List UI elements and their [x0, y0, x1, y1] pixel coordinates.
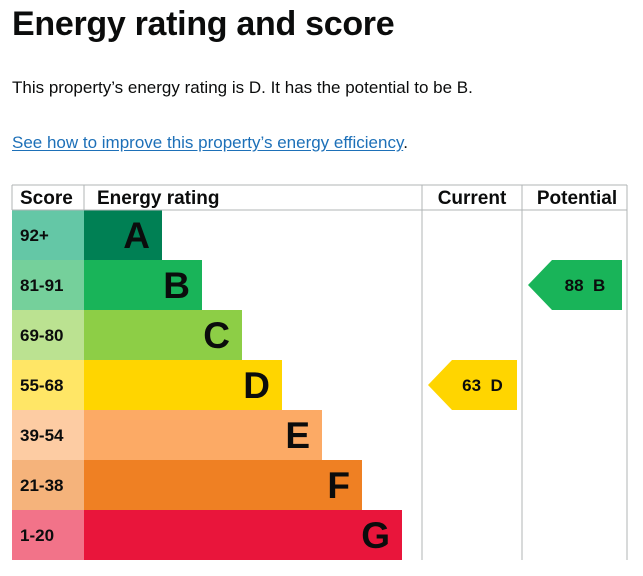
- band-letter-g: G: [361, 515, 390, 556]
- score-range-b: 81-91: [20, 276, 63, 295]
- improve-link-suffix: .: [403, 133, 408, 152]
- band-letter-e: E: [285, 415, 310, 456]
- score-cell-d: [12, 360, 84, 410]
- band-bar-f: [84, 460, 362, 510]
- score-cell-f: [12, 460, 84, 510]
- score-range-g: 1-20: [20, 526, 54, 545]
- score-range-e: 39-54: [20, 426, 64, 445]
- header-potential: Potential: [537, 188, 617, 209]
- score-cell-e: [12, 410, 84, 460]
- band-letter-f: F: [327, 465, 350, 506]
- score-cell-b: [12, 260, 84, 310]
- band-bar-e: [84, 410, 322, 460]
- score-range-f: 21-38: [20, 476, 63, 495]
- current-rating-arrow: [428, 360, 517, 410]
- header-current: Current: [438, 188, 507, 209]
- header-energy-rating: Energy rating: [97, 188, 219, 209]
- potential-rating-label: 88 B: [565, 276, 606, 295]
- score-cell-c: [12, 310, 84, 360]
- band-letter-c: C: [203, 315, 230, 356]
- page-title: Energy rating and score: [12, 5, 395, 43]
- improve-line: See how to improve this property’s energ…: [12, 133, 408, 153]
- rating-summary: This property’s energy rating is D. It h…: [12, 78, 473, 97]
- potential-rating-arrow: [528, 260, 622, 310]
- current-rating-label: 63 D: [462, 376, 503, 395]
- score-cell-g: [12, 510, 84, 560]
- band-bar-c: [84, 310, 242, 360]
- score-cell-a: [12, 210, 84, 260]
- band-letter-a: A: [123, 215, 150, 256]
- score-range-a: 92+: [20, 226, 49, 245]
- band-bar-b: [84, 260, 202, 310]
- band-bar-g: [84, 510, 402, 560]
- band-bar-a: [84, 210, 162, 260]
- band-bar-d: [84, 360, 282, 410]
- score-range-c: 69-80: [20, 326, 63, 345]
- header-score: Score: [20, 188, 73, 209]
- band-letter-b: B: [163, 265, 190, 306]
- score-range-d: 55-68: [20, 376, 63, 395]
- improve-efficiency-link[interactable]: See how to improve this property’s energ…: [12, 133, 404, 152]
- band-letter-d: D: [243, 365, 270, 406]
